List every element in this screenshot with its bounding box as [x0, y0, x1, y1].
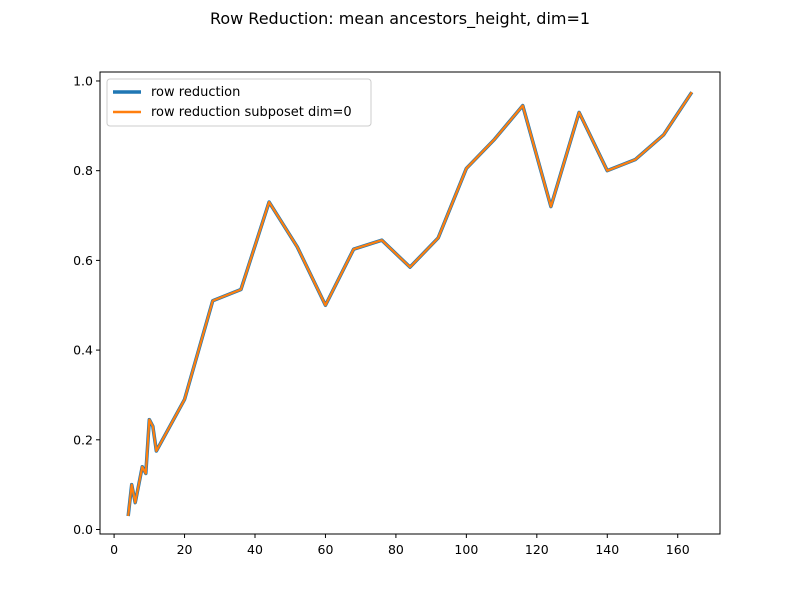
y-tick-label: 1.0	[73, 73, 93, 88]
y-tick-label: 0.2	[73, 432, 93, 447]
legend-label-row-reduction: row reduction	[151, 85, 240, 100]
legend-box	[106, 78, 372, 127]
series-layer	[126, 91, 694, 517]
x-tick-label: 100	[454, 542, 478, 557]
legend-label-row-reduction-subposet: row reduction subposet dim=0	[151, 105, 352, 120]
x-tick-label: 0	[110, 542, 118, 557]
chart-title: Row Reduction: mean ancestors_height, di…	[209, 9, 591, 28]
y-tick-label: 0.0	[73, 522, 93, 537]
y-tick-label: 0.8	[73, 163, 93, 178]
x-tick-label: 160	[666, 542, 690, 557]
x-tick-label: 80	[388, 542, 404, 557]
x-tick-label: 60	[318, 542, 334, 557]
x-axis: 0 20 40 60 80 100 120 140 160	[110, 534, 690, 557]
x-tick-label: 120	[525, 542, 549, 557]
legend: row reduction row reduction subposet dim…	[106, 78, 372, 127]
x-tick-label: 40	[247, 542, 263, 557]
x-tick-label: 20	[177, 542, 193, 557]
y-tick-label: 0.6	[73, 253, 93, 268]
series-line-row-reduction-subposet	[127, 91, 693, 517]
axes-frame	[99, 71, 721, 535]
x-tick-label: 140	[595, 542, 619, 557]
y-tick-label: 0.4	[73, 343, 93, 358]
y-axis: 0.0 0.2 0.4 0.6 0.8 1.0	[73, 73, 100, 537]
